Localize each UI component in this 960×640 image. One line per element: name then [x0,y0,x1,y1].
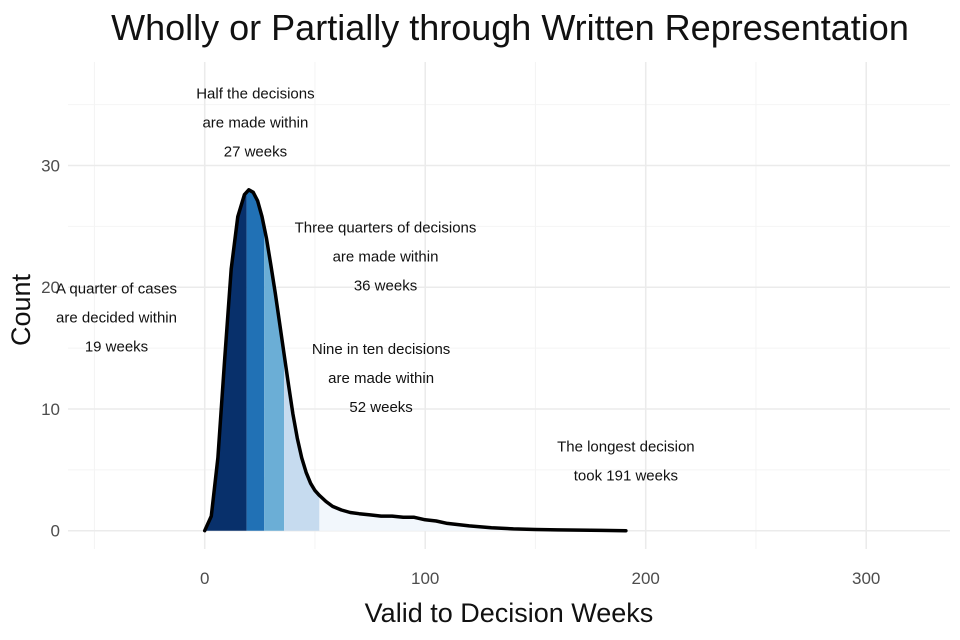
annotation-line: are made within [202,115,308,132]
annotation-line: are made within [328,370,434,387]
annotation-line: A quarter of cases [56,280,177,297]
annotation-line: Half the decisions [196,86,314,103]
x-tick-label: 100 [411,569,439,588]
quantile-band [246,189,265,531]
density-curve [202,188,628,533]
y-tick-label: 0 [51,522,60,541]
annotation: A quarter of cases are decided within 19 w… [56,280,177,355]
quantile-band [319,495,626,531]
annotation-line: are made within [333,248,439,265]
annotation: Nine in ten decisions are made within 52 w… [312,341,450,416]
plot-area: 0 100 200 300 0 10 20 30 A quarter of cases are d… [41,62,950,588]
quantile-band [264,227,285,531]
annotation-line: took 191 weeks [574,468,678,485]
annotation-line: Nine in ten decisions [312,341,450,358]
x-axis-title: Valid to Decision Weeks [365,598,654,628]
annotation-line: 36 weeks [354,277,417,294]
y-tick-label: 10 [41,400,60,419]
y-tick-label: 20 [41,278,60,297]
annotation-line: 52 weeks [349,399,412,416]
annotation-line: Three quarters of decisions [295,219,477,236]
annotation-line: are decided within [56,309,177,326]
x-tick-label: 0 [200,569,209,588]
x-tick-label: 300 [852,569,880,588]
y-tick-label: 30 [41,156,60,175]
annotation: Three quarters of decisions are made with… [295,219,477,294]
x-tick-label: 200 [632,569,660,588]
chart-title: Wholly or Partially through Written Repr… [111,7,909,48]
y-axis-title: Count [6,273,36,346]
annotation: Half the decisions are made within 27 week… [196,86,314,161]
annotation: The longest decision took 191 weeks [557,439,695,485]
annotation-line: 19 weeks [85,338,148,355]
annotation-line: The longest decision [557,439,695,456]
annotation-line: 27 weeks [224,144,287,161]
